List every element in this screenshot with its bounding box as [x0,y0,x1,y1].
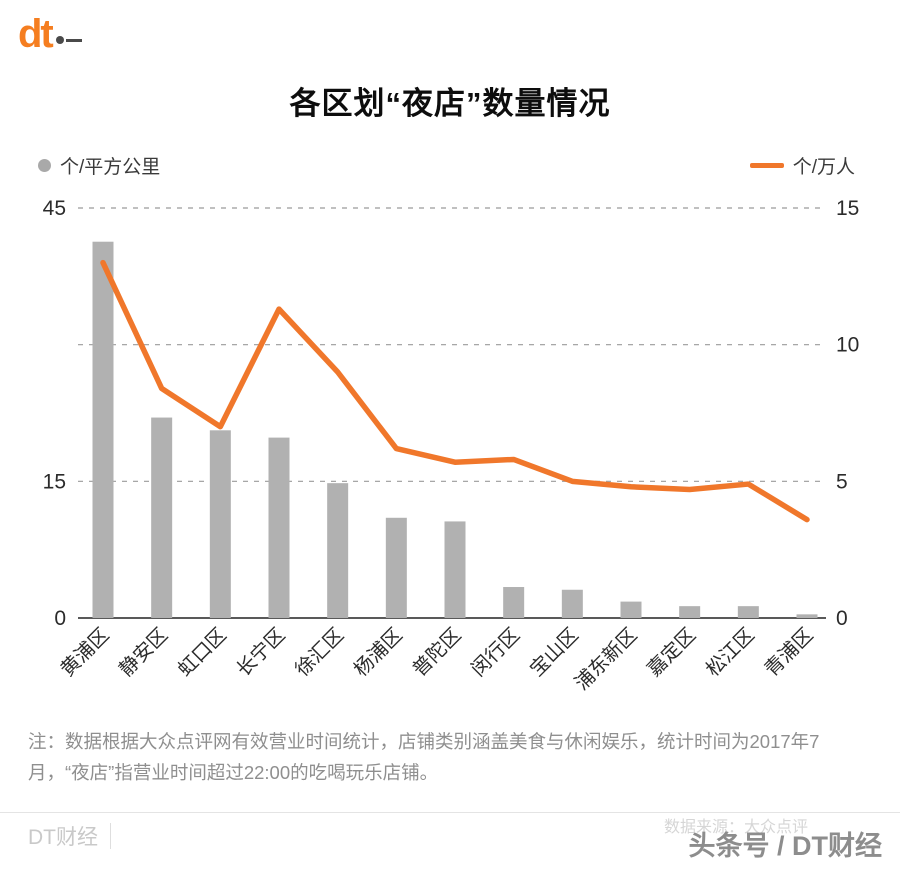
dt-logo-tail [65,38,82,42]
chart-title: 各区划“夜店”数量情况 [289,86,611,121]
bar [92,241,114,618]
x-tick-label: 徐汇区 [291,624,348,681]
line-series [100,259,810,523]
footer-brand: DT财经 [28,821,111,851]
x-tick-label: 静安区 [115,624,172,681]
x-tick-label: 长宁区 [233,624,290,681]
bar [620,601,642,618]
bar-legend-marker-icon [38,159,51,172]
footer-brand-separator [110,823,111,849]
data-source-text: 数据来源：大众点评 [663,819,808,836]
watermark-text: 头条号 / DT财经 [688,831,883,861]
bar [327,483,349,618]
x-tick-label: 虹口区 [174,624,231,681]
x-tick-label: 普陀区 [409,624,466,681]
line-legend-marker-icon [749,163,784,168]
bar [385,517,407,618]
footnote: 注：数据根据大众点评网有效营业时间统计，店铺类别涵盖美食与休闲娱乐，统计时间为2… [28,731,820,784]
bar [503,587,525,618]
dt-logo-dot-icon [55,36,64,44]
x-tick-label: 杨浦区 [350,624,407,681]
x-tick-label: 松江区 [702,624,759,681]
x-tick-label: 浦东新区 [571,624,642,695]
y-tick-label-right: 15 [836,197,859,220]
y-tick-label-right: 0 [836,607,848,630]
y-tick-label-right: 5 [836,470,848,493]
legend-bar-series: 个/平方公里 [38,152,160,179]
bar-legend-label: 个/平方公里 [60,157,161,178]
bar [796,614,818,618]
x-tick-label: 闵行区 [467,624,524,681]
bar [151,417,173,618]
bar [444,521,466,618]
y-tick-label-left: 0 [54,607,66,630]
bar [209,430,231,618]
combo-chart: 45 15 0 15 10 5 0 黄浦区 静安区 虹口区 长宁区 徐汇区 杨浦区 普陀区 闵行区 宝山区 浦东… [0,185,900,725]
y-tick-label-left: 45 [43,197,66,220]
x-tick-label: 黄浦区 [57,624,114,681]
bar [561,589,583,618]
x-tick-label: 宝山区 [526,624,583,681]
bar [679,606,701,618]
footer-divider [0,812,900,813]
x-tick-label: 嘉定区 [643,624,700,681]
legend-line-series: 个/万人 [749,152,855,179]
dt-logo-text: dt [18,12,54,56]
bar [268,437,290,618]
x-tick-label: 青浦区 [761,624,818,681]
y-tick-label-right: 10 [836,334,859,357]
line-legend-label: 个/万人 [792,157,855,178]
bar [737,606,759,618]
dt-logo: dt [18,12,82,56]
footer-brand-text: DT财经 [28,826,98,849]
y-tick-label-left: 15 [43,470,66,493]
